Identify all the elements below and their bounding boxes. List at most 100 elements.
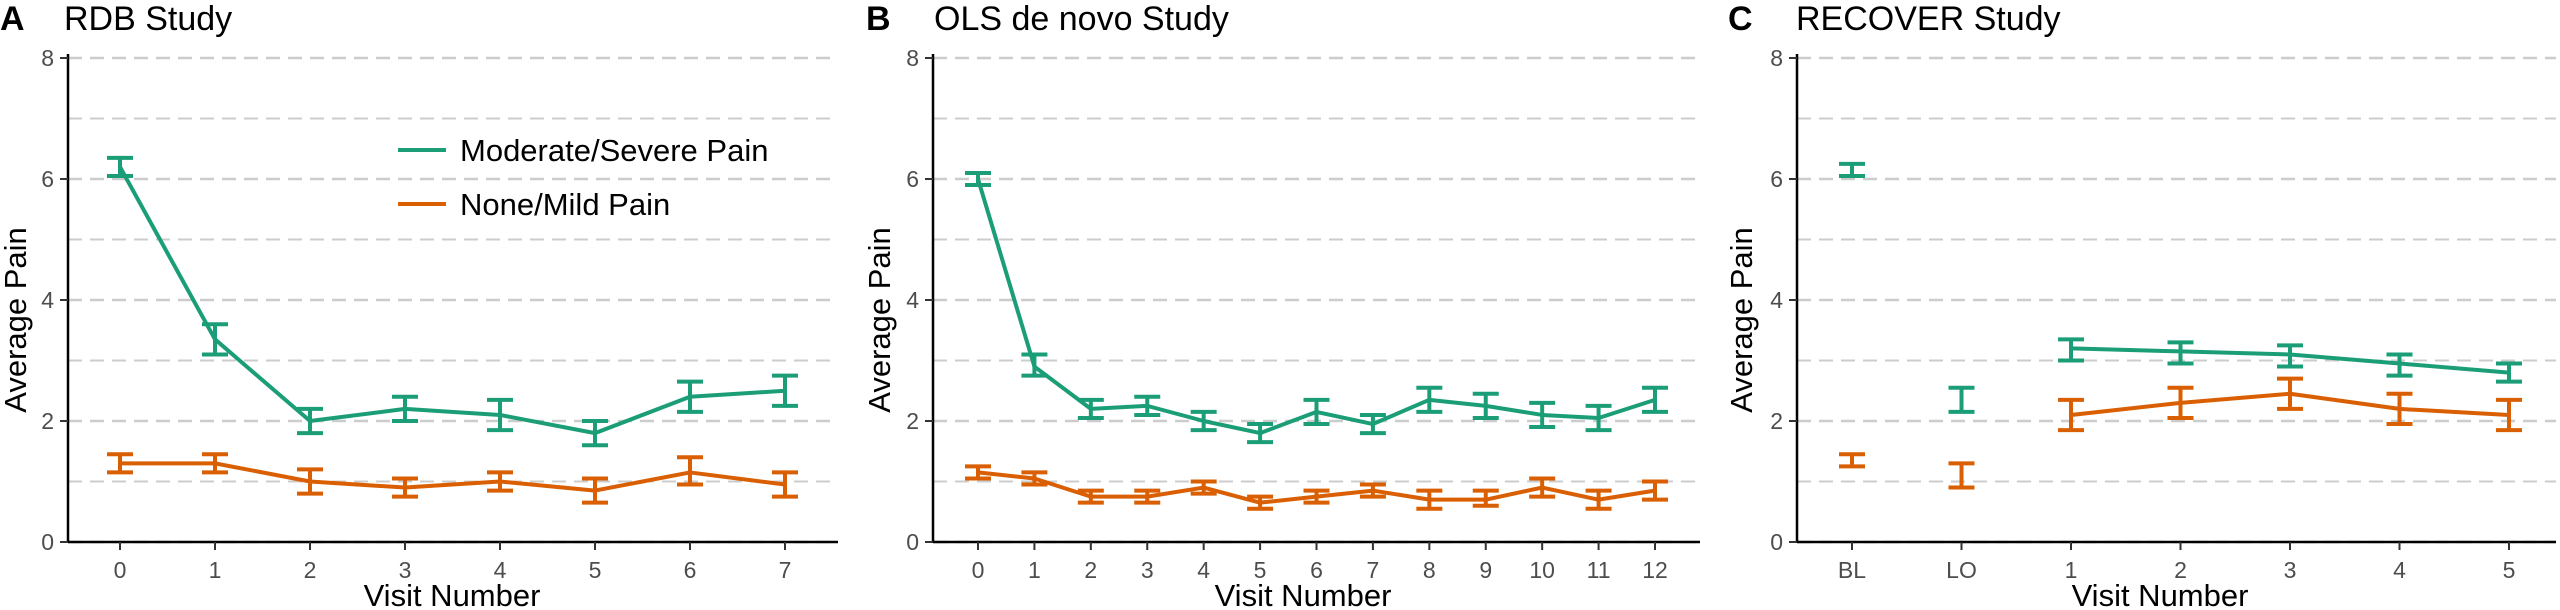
data-point <box>593 488 597 493</box>
y-tick-label: 6 <box>41 166 54 192</box>
panel-title: OLS de novo Study <box>934 0 1229 38</box>
data-point <box>1370 422 1375 427</box>
data-point <box>498 479 502 484</box>
data-point <box>2507 412 2511 417</box>
legend-label-moderate-severe: Moderate/Severe Pain <box>460 133 768 168</box>
series-none-mild <box>107 452 798 505</box>
x-axis-title: Visit Number <box>2072 578 2249 610</box>
data-point <box>213 461 217 466</box>
x-tick-label: 5 <box>2503 557 2516 583</box>
data-point <box>2069 412 2073 417</box>
panel-letter: B <box>866 0 891 38</box>
data-point <box>1959 397 1964 402</box>
y-tick-label: 8 <box>41 45 54 71</box>
data-point <box>1145 494 1150 499</box>
x-tick-label: 8 <box>1423 557 1436 583</box>
data-point <box>2397 361 2402 366</box>
x-tick-label: 2 <box>1084 557 1097 583</box>
data-point <box>1483 403 1488 408</box>
x-tick-label: BL <box>1838 557 1866 583</box>
data-point <box>498 412 502 417</box>
x-tick-label: 6 <box>684 557 697 583</box>
data-point <box>2507 370 2511 375</box>
data-point <box>688 394 692 399</box>
y-tick-label: 2 <box>906 408 919 434</box>
data-point <box>1201 419 1206 423</box>
data-point <box>1850 458 1854 463</box>
y-tick-label: 4 <box>1770 287 1783 313</box>
data-point <box>213 337 217 342</box>
x-tick-label: 1 <box>209 557 222 583</box>
y-tick-label: 2 <box>41 408 54 434</box>
x-tick-label: 9 <box>1479 557 1492 583</box>
y-tick-label: 0 <box>41 529 54 555</box>
panel-a: A RDB Study Average Pain Visit Number Mo… <box>0 0 838 610</box>
data-point <box>2178 349 2183 354</box>
data-point <box>1483 497 1488 502</box>
data-point <box>1088 406 1093 411</box>
data-point <box>688 470 692 475</box>
x-tick-label: 3 <box>1141 557 1154 583</box>
data-point <box>593 431 597 436</box>
data-point <box>2069 346 2073 351</box>
x-tick-label: 12 <box>1642 557 1668 583</box>
data-point <box>2288 391 2292 396</box>
panel-title: RECOVER Study <box>1796 0 2061 38</box>
x-tick-label: 4 <box>494 557 507 583</box>
x-tick-label: 4 <box>2393 557 2406 583</box>
data-point <box>403 406 407 411</box>
data-point <box>783 482 787 487</box>
x-tick-label: 7 <box>779 557 792 583</box>
data-point <box>118 461 122 466</box>
x-axis-title: Visit Number <box>364 578 541 610</box>
series-line <box>118 165 786 436</box>
x-axis-title: Visit Number <box>1215 578 1392 610</box>
x-tick-label: 0 <box>114 557 127 583</box>
data-point <box>1370 488 1375 493</box>
x-tick-label: 1 <box>2065 557 2078 583</box>
panel-c: C RECOVER Study Average Pain Visit Numbe… <box>1724 0 2556 610</box>
panel-letter: C <box>1728 0 1753 38</box>
y-tick-label: 8 <box>906 45 919 71</box>
data-point <box>2178 400 2183 405</box>
data-point <box>1201 485 1206 490</box>
data-point <box>1032 476 1037 481</box>
data-point <box>1653 397 1657 402</box>
x-tick-label: 5 <box>1254 557 1267 583</box>
series-none-mild <box>1839 376 2522 490</box>
data-point <box>976 470 980 475</box>
data-point <box>1653 488 1657 493</box>
y-axis-title: Average Pain <box>0 227 33 413</box>
x-tick-label: 2 <box>2174 557 2187 583</box>
x-tick-label: 3 <box>2284 557 2297 583</box>
y-tick-label: 4 <box>41 287 54 313</box>
x-tick-label: 0 <box>972 557 985 583</box>
x-tick-label: 11 <box>1587 557 1611 583</box>
x-tick-label: 6 <box>1310 557 1323 583</box>
y-tick-label: 0 <box>906 529 919 555</box>
series-moderate-severe <box>965 170 1668 445</box>
series-line <box>976 178 1656 436</box>
y-tick-label: 4 <box>906 287 919 313</box>
legend: Moderate/Severe Pain None/Mild Pain <box>398 133 768 222</box>
data-point <box>1596 415 1601 420</box>
data-point <box>1314 494 1319 499</box>
x-tick-label: 7 <box>1367 557 1380 583</box>
data-point <box>1145 403 1150 408</box>
data-point <box>783 388 787 393</box>
x-tick-label: 1 <box>1028 557 1041 583</box>
data-point <box>308 419 312 423</box>
data-point <box>403 485 407 490</box>
y-tick-label: 6 <box>906 166 919 192</box>
data-point <box>118 164 122 169</box>
y-tick-label: 2 <box>1770 408 1783 434</box>
panel-b: B OLS de novo Study Average Pain Visit N… <box>862 0 1700 610</box>
x-tick-label: 2 <box>304 557 317 583</box>
series-moderate-severe <box>1839 161 2522 414</box>
data-point <box>1427 497 1432 502</box>
x-tick-label: 3 <box>399 557 412 583</box>
data-point <box>1314 409 1319 414</box>
data-point <box>1258 500 1263 505</box>
data-point <box>2397 406 2402 411</box>
